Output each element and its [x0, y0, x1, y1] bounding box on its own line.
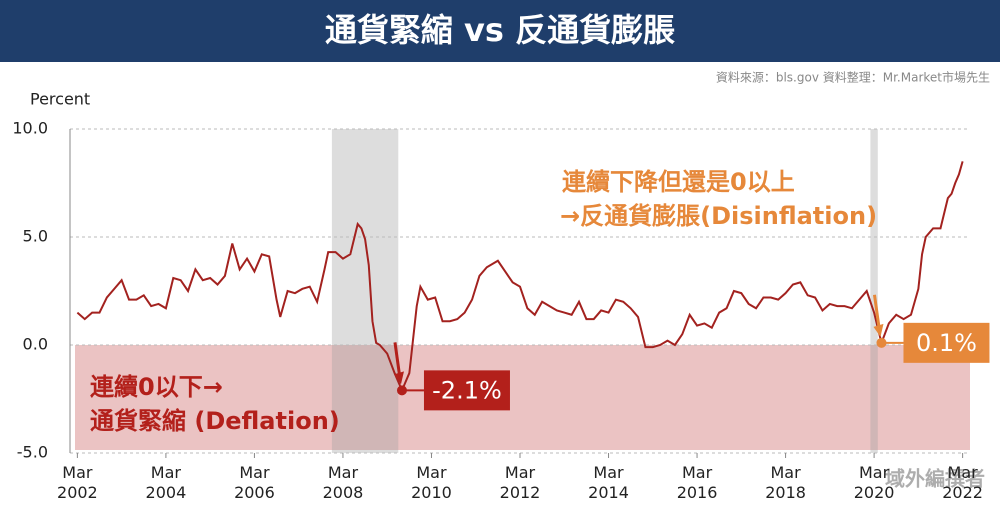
x-tick-label: Mar 2018: [765, 463, 806, 502]
callout-point: [876, 337, 887, 348]
annotation: 連續下降但還是0以上: [562, 168, 795, 196]
callout-arrowhead: [873, 323, 884, 337]
watermark: 域外編撰者: [885, 467, 985, 491]
x-tick-label: Mar 2022: [942, 463, 983, 502]
x-tick-label: Mar 2008: [322, 463, 364, 502]
callout-point: [396, 385, 407, 396]
callout-box: [423, 370, 510, 411]
callout-box: [903, 322, 990, 363]
recession-shade: [870, 129, 878, 453]
title-banner: [0, 0, 1000, 62]
x-tick-label: Mar 2004: [145, 463, 187, 502]
deflation-band: [75, 345, 970, 450]
y-tick-label: 0.0: [23, 335, 48, 354]
recession-shade: [331, 129, 399, 453]
x-tick-label: Mar 2010: [411, 463, 452, 502]
x-tick-label: Mar 2006: [234, 463, 275, 502]
x-tick-label: Mar 2002: [57, 463, 98, 502]
callout-arrowhead: [393, 371, 404, 385]
chart-title: 通貨緊縮 vs 反通貨膨脹: [325, 11, 675, 49]
y-tick-label: -5.0: [17, 443, 48, 462]
callout-arrow: [872, 294, 881, 332]
x-tick-label: Mar 2020: [853, 463, 895, 502]
series-line: [76, 161, 964, 393]
annotation: 連續0以下→: [90, 373, 223, 401]
callout-arrow: [393, 342, 402, 379]
annotation: →反通貨膨脹(Disinflation): [560, 202, 877, 230]
x-tick-label: Mar 2016: [676, 463, 718, 502]
y-tick-label: 5.0: [23, 227, 48, 246]
x-tick-label: Mar 2014: [588, 463, 629, 502]
callout-label: 0.1%: [916, 329, 977, 357]
y-tick-label: 10.0: [12, 119, 48, 138]
source: 資料來源：bls.gov 資料整理：Mr.Market市場先生: [716, 70, 990, 85]
annotation: 通貨緊縮 (Deflation): [90, 407, 340, 435]
callout-label: -2.1%: [432, 376, 502, 404]
y-axis-label: Percent: [30, 90, 90, 109]
x-tick-label: Mar 2012: [499, 463, 541, 502]
